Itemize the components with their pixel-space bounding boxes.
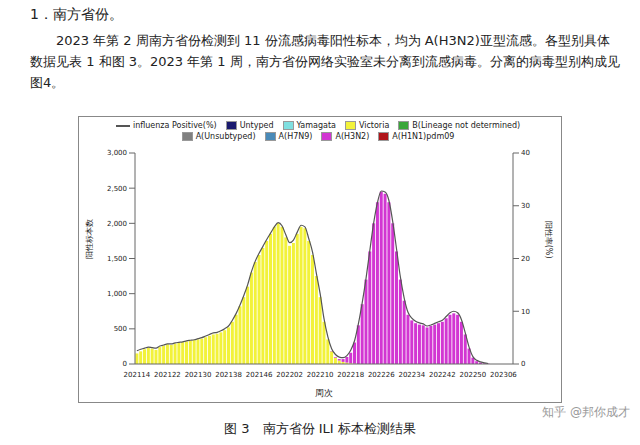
html-text:A(H7N9): A(H7N9) — [278, 132, 313, 141]
html-text:知乎 @邦你成才: 知乎 @邦你成才 — [542, 405, 630, 419]
svg-text:阳性标本数: 阳性标本数 — [85, 219, 94, 259]
svg-text:30: 30 — [521, 202, 530, 210]
html-text:1．南方省份。: 1．南方省份。 — [30, 6, 123, 22]
svg-text:2,000: 2,000 — [107, 220, 127, 228]
svg-text:40: 40 — [521, 149, 530, 157]
html-text:Victoria: Victoria — [358, 121, 390, 130]
svg-text:20: 20 — [521, 255, 530, 263]
svg-text:202130: 202130 — [185, 371, 212, 379]
html-text:influenza Positive(%): influenza Positive(%) — [132, 121, 217, 130]
html-text:图 3 南方省份 ILI 标本检测结果: 图 3 南方省份 ILI 标本检测结果 — [224, 421, 416, 436]
html-text:2023 年第 2 周南方省份检测到 11 份流感病毒阳性标: 2023 年第 2 周南方省份检测到 11 份流感病毒阳性标本，均为 A(H3N… — [30, 33, 620, 90]
svg-text:1,500: 1,500 — [107, 255, 127, 263]
svg-text:202226: 202226 — [368, 371, 395, 379]
svg-text:500: 500 — [114, 325, 127, 333]
html-text:A(H1N1)pdm09: A(H1N1)pdm09 — [392, 132, 455, 141]
svg-text:10: 10 — [521, 308, 530, 316]
html-text:A(H3N2): A(H3N2) — [335, 132, 370, 141]
svg-text:3,000: 3,000 — [107, 149, 127, 157]
svg-text:202122: 202122 — [154, 371, 181, 379]
html-text:Untyped: Untyped — [239, 121, 274, 130]
svg-text:202146: 202146 — [246, 371, 273, 379]
svg-text:202138: 202138 — [215, 371, 242, 379]
svg-text:阳性率(%): 阳性率(%) — [544, 221, 553, 259]
svg-text:202250: 202250 — [460, 371, 487, 379]
svg-text:202202: 202202 — [276, 371, 303, 379]
svg-text:2,500: 2,500 — [107, 185, 127, 193]
svg-text:周次: 周次 — [315, 388, 333, 398]
svg-text:202242: 202242 — [429, 371, 456, 379]
svg-text:202210: 202210 — [307, 371, 334, 379]
svg-text:202306: 202306 — [490, 371, 517, 379]
html-text:B(Lineage not determined): B(Lineage not determined) — [412, 121, 521, 130]
svg-text:202234: 202234 — [398, 371, 425, 379]
svg-text:0: 0 — [123, 360, 127, 368]
svg-text:0: 0 — [521, 360, 525, 368]
svg-text:202218: 202218 — [337, 371, 364, 379]
html-text:Yamagata: Yamagata — [296, 121, 336, 130]
svg-text:1,000: 1,000 — [107, 290, 127, 298]
svg-text:202114: 202114 — [124, 371, 151, 379]
html-text:A(Unsubtyped): A(Unsubtyped) — [195, 132, 256, 141]
